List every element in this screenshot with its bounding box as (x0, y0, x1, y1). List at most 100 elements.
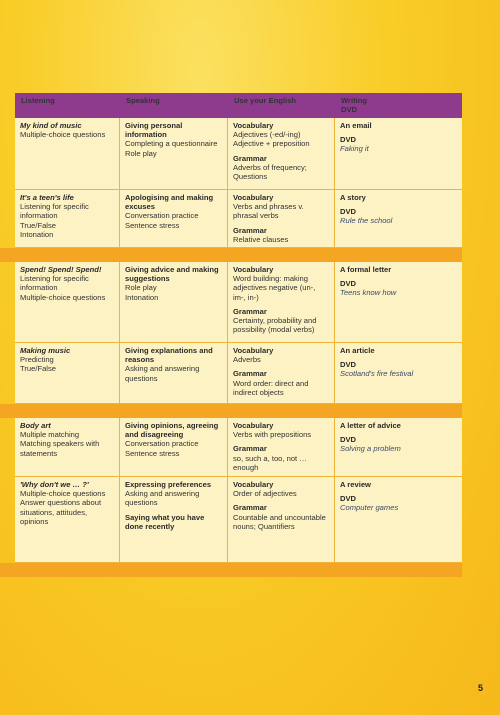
cell-line: Order of adjectives (233, 489, 297, 499)
writing-task: A review (340, 480, 371, 489)
writing-cell: A formal letter DVD Teens know how (335, 262, 462, 342)
dvd-label: DVD (340, 360, 357, 370)
listening-cell: My kind of music Multiple-choice question… (15, 118, 120, 189)
header-label: Writing (341, 96, 368, 105)
english-cell: Vocabulary Order of adjectives Grammar Coun… (228, 477, 335, 562)
listening-cell: It's a teen's life Listening for specific… (15, 190, 120, 247)
cell-line: Role play (125, 148, 157, 158)
cell-heading: Giving explanations and reasons (125, 346, 213, 365)
cell-line: Conversation practice (125, 439, 199, 449)
unit-title: 'Why don't we … ?' (20, 480, 89, 489)
writing-task: A story (340, 193, 366, 202)
header-cell: Use your English (228, 93, 335, 118)
header-label: DVD (341, 105, 358, 115)
cell-line: Answer questions about situations, attit… (20, 498, 102, 526)
dvd-title: Scotland's fire festival (340, 369, 414, 379)
unit-row: Making music Predicting True/False Giving e… (15, 343, 462, 404)
writing-cell: A letter of advice DVD Solving a problem (335, 418, 462, 476)
page-number: 5 (478, 683, 484, 693)
writing-cell: A story DVD Rule the school (335, 190, 462, 247)
speaking-cell: Giving advice and making suggestions Role… (120, 262, 228, 342)
header-label: Use your English (234, 96, 297, 105)
english-cell: Vocabulary Word building: making adjectiv… (228, 262, 335, 342)
cell-heading: Grammar (233, 225, 267, 235)
section-divider (0, 404, 462, 418)
cell-line: Relative clauses (233, 234, 289, 244)
unit-title: It's a teen's life (20, 193, 74, 202)
header-cell: Listening (15, 93, 120, 118)
cell-heading: Grammar (233, 444, 267, 454)
dvd-label: DVD (340, 279, 357, 289)
header-cell: Writing DVD (335, 93, 462, 118)
dvd-title: Solving a problem (340, 444, 401, 454)
speaking-cell: Giving opinions, agreeing and disagreein… (120, 418, 228, 476)
cell-heading: Saying what you have done recently (125, 512, 205, 531)
cell-line: Adjective + preposition (233, 139, 310, 149)
cell-heading: Grammar (233, 306, 267, 316)
unit-row: It's a teen's life Listening for specific… (15, 190, 462, 248)
cell-heading: Giving personal information (125, 121, 183, 140)
cell-heading: Apologising and making excuses (125, 193, 214, 212)
writing-task: A formal letter (340, 265, 392, 274)
cell-line: Multiple-choice questions (20, 130, 106, 140)
cell-line: Conversation practice (125, 211, 199, 221)
cell-line: Multiple matching (20, 430, 80, 440)
cell-heading: Giving advice and making suggestions (125, 265, 219, 284)
writing-cell: An email DVD Faking it (335, 118, 462, 189)
cell-line: Role play (125, 283, 157, 293)
cell-line: Completing a questionnaire (125, 139, 218, 149)
contents-table: Listening Speaking Use your English Writing… (0, 93, 462, 577)
cell-line: Verbs and phrases v. phrasal verbs (233, 202, 304, 221)
listening-cell: 'Why don't we … ?' Multiple-choice questi… (15, 477, 120, 562)
dvd-label: DVD (340, 135, 357, 145)
writing-task: An email (340, 121, 372, 130)
header-label: Speaking (126, 96, 160, 105)
dvd-label: DVD (340, 207, 357, 217)
unit-row: My kind of music Multiple-choice question… (15, 118, 462, 190)
header-cell: Speaking (120, 93, 228, 118)
listening-cell: Spend! Spend! Spend! Listening for specif… (15, 262, 120, 342)
dvd-title: Rule the school (340, 216, 393, 226)
cell-heading: Vocabulary (233, 193, 274, 202)
cell-heading: Expressing preferences (125, 480, 212, 489)
cell-heading: Vocabulary (233, 121, 274, 130)
listening-cell: Making music Predicting True/False (15, 343, 120, 403)
cell-line: Asking and answering questions (125, 489, 200, 508)
cell-heading: Giving opinions, agreeing and disagreein… (125, 421, 219, 440)
dvd-label: DVD (340, 494, 357, 504)
speaking-cell: Expressing preferences Asking and answeri… (120, 477, 228, 562)
cell-heading: Grammar (233, 369, 267, 379)
cell-heading: Vocabulary (233, 265, 274, 274)
speaking-cell: Apologising and making excuses Conversati… (120, 190, 228, 247)
unit-row: Body art Multiple matching Matching speake… (15, 418, 462, 477)
dvd-title: Computer games (340, 503, 399, 513)
unit-title: Body art (20, 421, 51, 430)
cell-line: Verbs with prepositions (233, 430, 312, 440)
english-cell: Vocabulary Verbs with prepositions Grammar… (228, 418, 335, 476)
cell-line: True/False (20, 364, 57, 374)
cell-line: Sentence stress (125, 448, 180, 458)
cell-line: Listening for specific information (20, 202, 89, 221)
cell-line: True/False (20, 220, 57, 230)
english-cell: Vocabulary Adverbs Grammar Word order: dire… (228, 343, 335, 403)
cell-heading: Vocabulary (233, 346, 274, 355)
cell-line: Multiple-choice questions (20, 292, 106, 302)
speaking-cell: Giving explanations and reasons Asking an… (120, 343, 228, 403)
cell-line: Adjectives (-ed/-ing) (233, 130, 301, 140)
speaking-cell: Giving personal information Completing a … (120, 118, 228, 189)
cell-line: Adverbs of frequency; Questions (233, 162, 307, 182)
section-divider (0, 248, 462, 262)
header-row: Listening Speaking Use your English Writing… (15, 93, 462, 118)
dvd-title: Faking it (340, 144, 369, 154)
cell-line: Countable and uncountable nouns; Quantif… (233, 512, 326, 531)
cell-heading: Grammar (233, 153, 267, 163)
cell-heading: Vocabulary (233, 480, 274, 489)
unit-row: 'Why don't we … ?' Multiple-choice questi… (15, 477, 462, 563)
writing-task: An article (340, 346, 375, 355)
english-cell: Vocabulary Verbs and phrases v. phrasal v… (228, 190, 335, 247)
cell-line: Certainty, probability and possibility (… (233, 316, 317, 335)
cell-line: Predicting (20, 355, 54, 365)
writing-cell: A review DVD Computer games (335, 477, 462, 562)
dvd-title: Teens know how (340, 288, 397, 298)
